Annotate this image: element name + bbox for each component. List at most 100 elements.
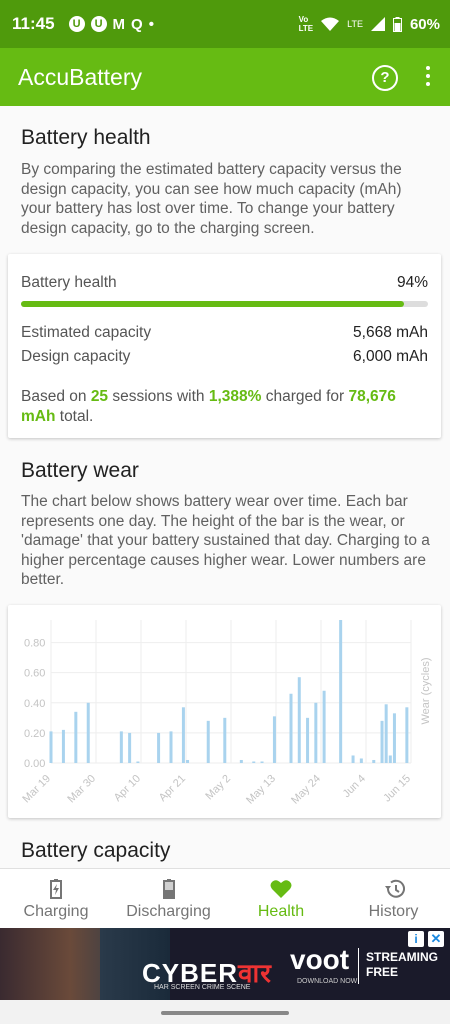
battery-wear-description: The chart below shows battery wear over … bbox=[21, 493, 430, 588]
chart-x-tick-label: Apr 21 bbox=[157, 773, 188, 804]
nav-history-label: History bbox=[368, 903, 419, 920]
chart-x-tick-label: May 2 bbox=[203, 773, 233, 803]
chart-bar bbox=[74, 711, 78, 763]
chart-bar bbox=[61, 729, 65, 763]
health-progress-bar bbox=[21, 301, 428, 307]
chart-x-tick-label: May 24 bbox=[289, 773, 323, 807]
chart-x-tick-label: Jun 4 bbox=[341, 773, 369, 801]
chart-y-tick-label: 0.40 bbox=[24, 698, 45, 710]
ad-image bbox=[100, 928, 170, 1000]
chart-bar bbox=[380, 720, 384, 763]
battery-charging-icon bbox=[50, 879, 62, 899]
nav-charging[interactable]: Charging bbox=[0, 869, 112, 929]
home-indicator[interactable] bbox=[161, 1011, 289, 1015]
nav-history[interactable]: History bbox=[337, 869, 450, 929]
ad-brand-suffix: वार bbox=[238, 958, 272, 988]
design-capacity-value: 6,000 mAh bbox=[353, 348, 428, 365]
chart-x-tick-label: Mar 30 bbox=[65, 773, 98, 806]
chart-bar bbox=[314, 702, 318, 763]
design-capacity-row: Design capacity 6,000 mAh bbox=[21, 348, 428, 366]
chart-x-tick-label: Jun 15 bbox=[381, 773, 413, 805]
nav-charging-label: Charging bbox=[23, 903, 89, 920]
ad-brand-text: CYBER bbox=[142, 958, 239, 988]
health-row: Battery health 94% bbox=[21, 274, 428, 292]
chart-bar bbox=[359, 758, 363, 763]
ad-provider: voot bbox=[290, 944, 350, 975]
chart-y-tick-label: 0.80 bbox=[24, 638, 45, 650]
battery-capacity-heading: Battery capacity bbox=[21, 839, 171, 862]
health-progress-fill bbox=[21, 301, 404, 307]
dot-icon: • bbox=[148, 15, 154, 33]
summary-text: charged for bbox=[261, 388, 349, 405]
ad-streaming: STREAMING bbox=[366, 950, 438, 964]
chart-bar bbox=[181, 707, 185, 763]
charged-percent: 1,388% bbox=[208, 388, 262, 405]
battery-wear-chart-card: 0.00 0.20 0.40 0.60 0.80 Mar 19 Mar 30 Apr 10 Ap… bbox=[8, 605, 441, 818]
nav-discharging[interactable]: Discharging bbox=[112, 869, 225, 929]
ad-banner[interactable]: CYBERवार HAR SCREEN CRIME SCENE voot DOW… bbox=[0, 928, 450, 1000]
nav-discharging-label: Discharging bbox=[126, 903, 211, 920]
chart-bar bbox=[128, 732, 132, 763]
summary-text: sessions with bbox=[108, 388, 209, 405]
status-right: Vo LTE LTE 60% bbox=[299, 0, 440, 48]
notification-icons: U U M Q • bbox=[68, 15, 154, 33]
chart-bar bbox=[239, 759, 243, 763]
ad-close-icon[interactable]: ✕ bbox=[428, 931, 444, 947]
chart-x-tick-label: May 13 bbox=[244, 773, 278, 807]
signal-icon bbox=[370, 17, 385, 31]
gesture-bar bbox=[0, 1000, 450, 1024]
chart-bar bbox=[339, 620, 343, 763]
chart-bar bbox=[306, 717, 310, 763]
battery-wear-heading: Battery wear bbox=[21, 459, 139, 482]
health-value: 94% bbox=[396, 274, 428, 291]
chart-bar bbox=[252, 761, 256, 763]
estimated-capacity-row: Estimated capacity 5,668 mAh bbox=[21, 324, 428, 342]
chart-y-tick-label: 0.20 bbox=[24, 728, 45, 740]
history-icon bbox=[384, 879, 405, 898]
chart-bar bbox=[289, 693, 293, 763]
ad-tagline: HAR SCREEN CRIME SCENE bbox=[154, 984, 251, 991]
app-title: AccuBattery bbox=[18, 63, 142, 90]
battery-health-heading: Battery health bbox=[21, 126, 151, 149]
ad-divider bbox=[358, 948, 359, 984]
chart-bar bbox=[351, 755, 355, 763]
help-icon[interactable]: ? bbox=[372, 65, 398, 91]
ad-provider-sub: DOWNLOAD NOW bbox=[297, 978, 358, 985]
battery-icon bbox=[392, 16, 402, 32]
summary-text: Based on bbox=[21, 388, 91, 405]
ad-offer: STREAMING FREE bbox=[366, 950, 438, 980]
chart-bar bbox=[384, 704, 388, 763]
health-label: Battery health bbox=[21, 274, 117, 291]
app-bar: AccuBattery ? bbox=[0, 48, 450, 106]
chart-y-axis-label: Wear (cycles) bbox=[420, 657, 432, 724]
status-bar: 11:45 U U M Q • Vo LTE LTE 60% bbox=[0, 0, 450, 48]
chart-bar bbox=[157, 732, 161, 763]
gmail-icon: M bbox=[112, 15, 126, 33]
battery-percent: 60% bbox=[409, 15, 440, 33]
battery-health-card: Battery health 94% Estimated capacity 5,… bbox=[8, 254, 441, 438]
chart-x-tick-label: Apr 10 bbox=[112, 773, 143, 804]
chart-bar bbox=[86, 702, 90, 763]
battery-wear-chart: 0.00 0.20 0.40 0.60 0.80 Mar 19 Mar 30 Apr 10 Ap… bbox=[20, 620, 432, 807]
ad-info-icon[interactable]: i bbox=[408, 931, 424, 947]
design-capacity-label: Design capacity bbox=[21, 348, 131, 365]
chart-bar bbox=[260, 761, 264, 763]
summary-text: total. bbox=[55, 407, 94, 425]
chart-bar bbox=[136, 761, 140, 763]
chart-bar bbox=[405, 707, 409, 763]
nav-health[interactable]: Health bbox=[225, 869, 337, 929]
nav-health-label: Health bbox=[257, 903, 305, 920]
q-icon: Q bbox=[131, 15, 143, 33]
status-time: 11:45 bbox=[12, 14, 55, 33]
chart-bar bbox=[223, 717, 227, 763]
ad-free: FREE bbox=[366, 965, 399, 979]
notification-icon: U bbox=[68, 16, 85, 32]
bottom-navigation: Charging Discharging Health History bbox=[0, 868, 450, 929]
chart-x-tick-label: Mar 19 bbox=[20, 773, 53, 806]
chart-y-tick-label: 0.60 bbox=[24, 668, 45, 680]
chart-bar bbox=[49, 731, 53, 763]
overflow-menu-icon[interactable] bbox=[426, 66, 432, 90]
battery-discharging-icon bbox=[162, 879, 175, 899]
chart-bar bbox=[388, 755, 392, 763]
chart-bar bbox=[392, 713, 396, 763]
